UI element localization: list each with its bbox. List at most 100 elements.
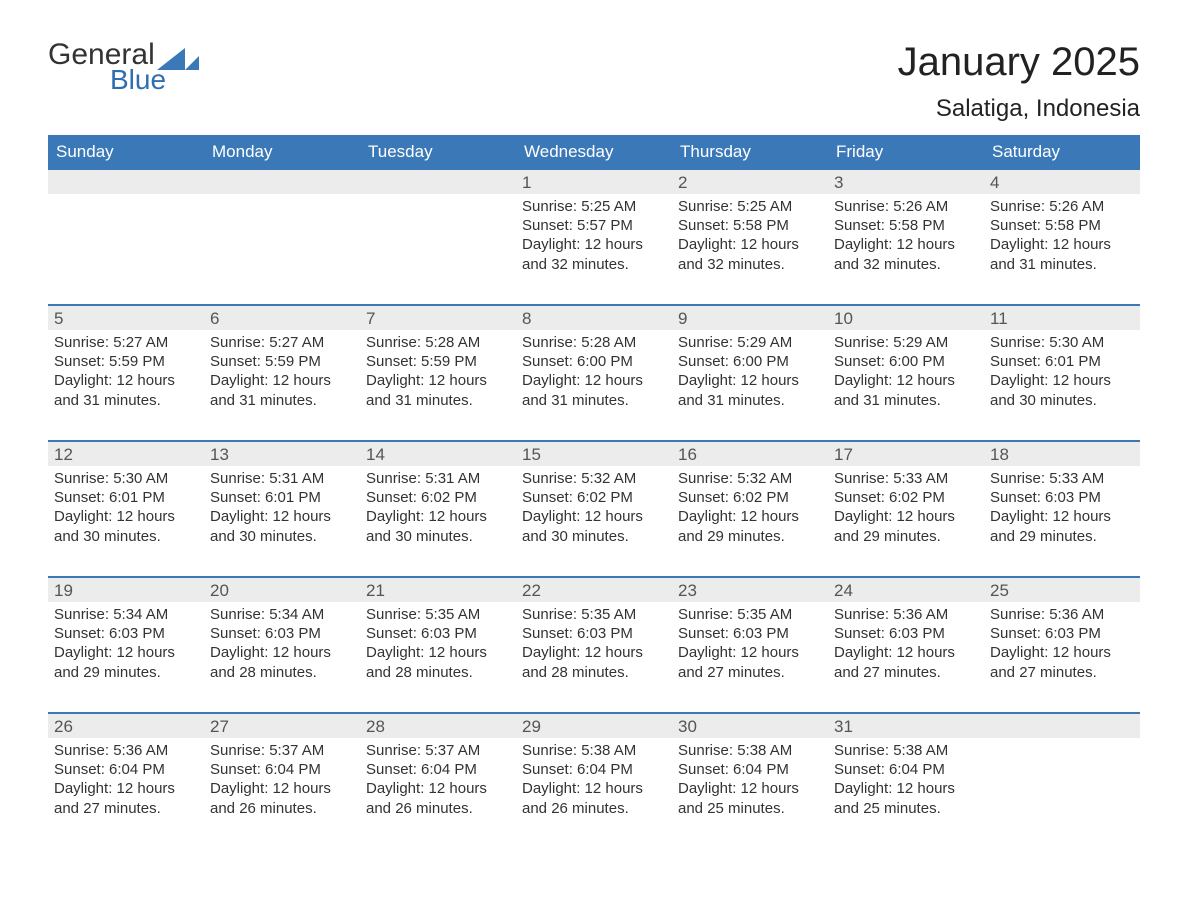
sunset-text: Sunset: 6:04 PM	[522, 760, 666, 779]
day-cell	[360, 170, 516, 304]
day-cell: 3Sunrise: 5:26 AMSunset: 5:58 PMDaylight…	[828, 170, 984, 304]
day-cell: 7Sunrise: 5:28 AMSunset: 5:59 PMDaylight…	[360, 306, 516, 440]
sunrise-text: Sunrise: 5:27 AM	[54, 333, 198, 352]
daylight-text: Daylight: 12 hours and 31 minutes.	[834, 371, 978, 409]
day-cell	[48, 170, 204, 304]
day-cell: 25Sunrise: 5:36 AMSunset: 6:03 PMDayligh…	[984, 578, 1140, 712]
day-body: Sunrise: 5:28 AMSunset: 5:59 PMDaylight:…	[360, 330, 516, 414]
day-number: 19	[48, 578, 204, 602]
daylight-text: Daylight: 12 hours and 29 minutes.	[678, 507, 822, 545]
day-number: 2	[672, 170, 828, 194]
day-body: Sunrise: 5:27 AMSunset: 5:59 PMDaylight:…	[48, 330, 204, 414]
day-cell: 6Sunrise: 5:27 AMSunset: 5:59 PMDaylight…	[204, 306, 360, 440]
daylight-text: Daylight: 12 hours and 28 minutes.	[522, 643, 666, 681]
sunrise-text: Sunrise: 5:25 AM	[678, 197, 822, 216]
sunset-text: Sunset: 6:00 PM	[522, 352, 666, 371]
sunrise-text: Sunrise: 5:30 AM	[54, 469, 198, 488]
day-cell: 28Sunrise: 5:37 AMSunset: 6:04 PMDayligh…	[360, 714, 516, 848]
day-cell: 9Sunrise: 5:29 AMSunset: 6:00 PMDaylight…	[672, 306, 828, 440]
daylight-text: Daylight: 12 hours and 29 minutes.	[990, 507, 1134, 545]
day-body: Sunrise: 5:29 AMSunset: 6:00 PMDaylight:…	[672, 330, 828, 414]
day-body: Sunrise: 5:36 AMSunset: 6:03 PMDaylight:…	[984, 602, 1140, 686]
sunset-text: Sunset: 6:03 PM	[990, 488, 1134, 507]
day-body: Sunrise: 5:36 AMSunset: 6:03 PMDaylight:…	[828, 602, 984, 686]
day-cell: 8Sunrise: 5:28 AMSunset: 6:00 PMDaylight…	[516, 306, 672, 440]
sunrise-text: Sunrise: 5:38 AM	[522, 741, 666, 760]
day-cell: 16Sunrise: 5:32 AMSunset: 6:02 PMDayligh…	[672, 442, 828, 576]
sunset-text: Sunset: 5:59 PM	[366, 352, 510, 371]
sunrise-text: Sunrise: 5:31 AM	[210, 469, 354, 488]
day-cell: 13Sunrise: 5:31 AMSunset: 6:01 PMDayligh…	[204, 442, 360, 576]
daylight-text: Daylight: 12 hours and 27 minutes.	[54, 779, 198, 817]
sunset-text: Sunset: 6:04 PM	[210, 760, 354, 779]
sunrise-text: Sunrise: 5:33 AM	[990, 469, 1134, 488]
day-cell: 10Sunrise: 5:29 AMSunset: 6:00 PMDayligh…	[828, 306, 984, 440]
day-cell: 29Sunrise: 5:38 AMSunset: 6:04 PMDayligh…	[516, 714, 672, 848]
sunrise-text: Sunrise: 5:28 AM	[522, 333, 666, 352]
day-body: Sunrise: 5:38 AMSunset: 6:04 PMDaylight:…	[828, 738, 984, 822]
sunrise-text: Sunrise: 5:33 AM	[834, 469, 978, 488]
sunrise-text: Sunrise: 5:31 AM	[366, 469, 510, 488]
sunrise-text: Sunrise: 5:32 AM	[522, 469, 666, 488]
day-cell: 19Sunrise: 5:34 AMSunset: 6:03 PMDayligh…	[48, 578, 204, 712]
day-number: 30	[672, 714, 828, 738]
sunset-text: Sunset: 6:03 PM	[990, 624, 1134, 643]
day-number: 4	[984, 170, 1140, 194]
sunrise-text: Sunrise: 5:36 AM	[54, 741, 198, 760]
day-body: Sunrise: 5:31 AMSunset: 6:02 PMDaylight:…	[360, 466, 516, 550]
daylight-text: Daylight: 12 hours and 28 minutes.	[210, 643, 354, 681]
sunrise-text: Sunrise: 5:26 AM	[990, 197, 1134, 216]
sunrise-text: Sunrise: 5:28 AM	[366, 333, 510, 352]
day-number: 23	[672, 578, 828, 602]
daylight-text: Daylight: 12 hours and 31 minutes.	[366, 371, 510, 409]
day-body: Sunrise: 5:37 AMSunset: 6:04 PMDaylight:…	[360, 738, 516, 822]
day-cell: 18Sunrise: 5:33 AMSunset: 6:03 PMDayligh…	[984, 442, 1140, 576]
sunset-text: Sunset: 6:01 PM	[210, 488, 354, 507]
day-body: Sunrise: 5:25 AMSunset: 5:57 PMDaylight:…	[516, 194, 672, 278]
day-cell: 15Sunrise: 5:32 AMSunset: 6:02 PMDayligh…	[516, 442, 672, 576]
sunrise-text: Sunrise: 5:32 AM	[678, 469, 822, 488]
daylight-text: Daylight: 12 hours and 25 minutes.	[834, 779, 978, 817]
sunrise-text: Sunrise: 5:25 AM	[522, 197, 666, 216]
sunset-text: Sunset: 6:03 PM	[366, 624, 510, 643]
day-body: Sunrise: 5:34 AMSunset: 6:03 PMDaylight:…	[48, 602, 204, 686]
day-body: Sunrise: 5:38 AMSunset: 6:04 PMDaylight:…	[672, 738, 828, 822]
sunset-text: Sunset: 6:04 PM	[678, 760, 822, 779]
sunrise-text: Sunrise: 5:35 AM	[522, 605, 666, 624]
day-number: 10	[828, 306, 984, 330]
day-cell: 24Sunrise: 5:36 AMSunset: 6:03 PMDayligh…	[828, 578, 984, 712]
day-number	[984, 714, 1140, 738]
day-number: 13	[204, 442, 360, 466]
day-number: 27	[204, 714, 360, 738]
day-cell: 31Sunrise: 5:38 AMSunset: 6:04 PMDayligh…	[828, 714, 984, 848]
day-body: Sunrise: 5:35 AMSunset: 6:03 PMDaylight:…	[516, 602, 672, 686]
day-number: 21	[360, 578, 516, 602]
weekday-header: Sunday	[48, 137, 204, 168]
sunset-text: Sunset: 5:57 PM	[522, 216, 666, 235]
sunrise-text: Sunrise: 5:29 AM	[834, 333, 978, 352]
day-number: 6	[204, 306, 360, 330]
sunset-text: Sunset: 6:01 PM	[54, 488, 198, 507]
daylight-text: Daylight: 12 hours and 30 minutes.	[54, 507, 198, 545]
sunset-text: Sunset: 6:02 PM	[678, 488, 822, 507]
logo: General Blue	[48, 40, 199, 94]
day-body: Sunrise: 5:32 AMSunset: 6:02 PMDaylight:…	[672, 466, 828, 550]
sunset-text: Sunset: 6:03 PM	[54, 624, 198, 643]
sunrise-text: Sunrise: 5:30 AM	[990, 333, 1134, 352]
weekday-header: Friday	[828, 137, 984, 168]
weekday-header: Tuesday	[360, 137, 516, 168]
sunset-text: Sunset: 6:00 PM	[678, 352, 822, 371]
day-number: 7	[360, 306, 516, 330]
day-number: 3	[828, 170, 984, 194]
day-cell: 17Sunrise: 5:33 AMSunset: 6:02 PMDayligh…	[828, 442, 984, 576]
month-title: January 2025	[898, 40, 1140, 85]
day-cell: 14Sunrise: 5:31 AMSunset: 6:02 PMDayligh…	[360, 442, 516, 576]
day-number	[48, 170, 204, 194]
sunrise-text: Sunrise: 5:29 AM	[678, 333, 822, 352]
weekday-header: Monday	[204, 137, 360, 168]
day-cell: 21Sunrise: 5:35 AMSunset: 6:03 PMDayligh…	[360, 578, 516, 712]
sunset-text: Sunset: 6:03 PM	[834, 624, 978, 643]
day-number: 12	[48, 442, 204, 466]
sunrise-text: Sunrise: 5:34 AM	[210, 605, 354, 624]
day-number	[360, 170, 516, 194]
